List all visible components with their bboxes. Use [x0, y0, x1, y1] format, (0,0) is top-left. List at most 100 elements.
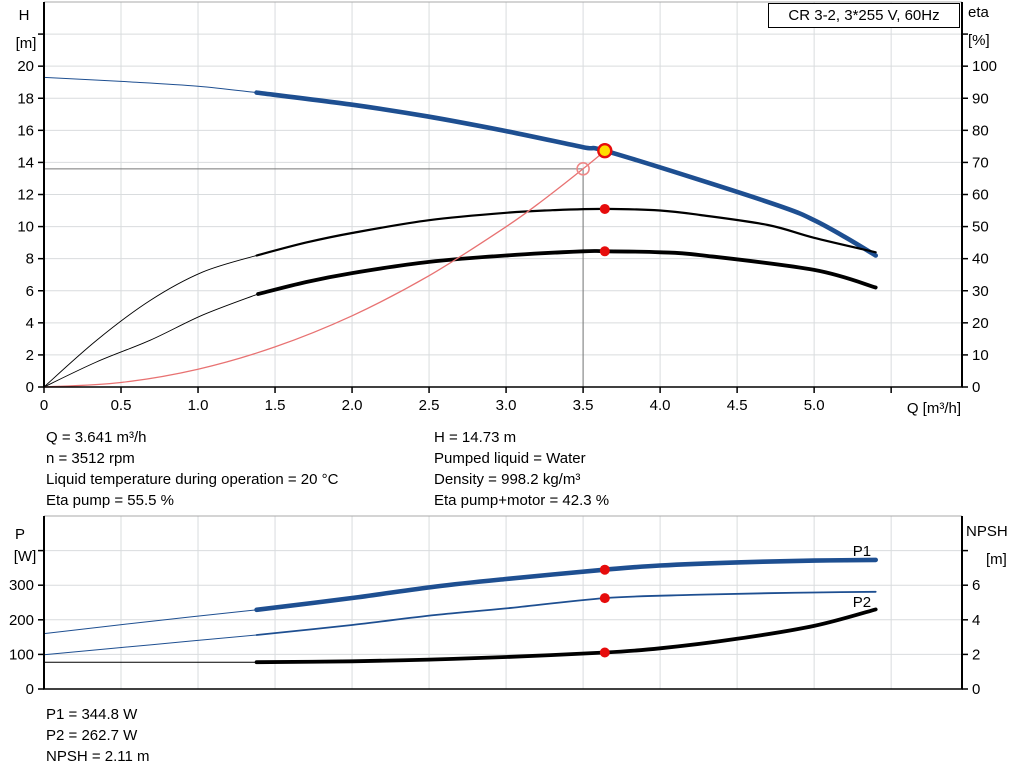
npsh-curve-main — [254, 607, 878, 665]
result-p2: P2 = 262.7 W — [46, 727, 138, 744]
eta-pump-motor-curve — [43, 249, 878, 388]
duty-results-right: H = 14.73 m Pumped liquid = Water Densit… — [434, 427, 609, 511]
right-tick-label: 0 — [972, 379, 980, 396]
p2-curve-thin — [43, 634, 258, 656]
result-eta-pump: Eta pump = 55.5 % — [46, 492, 174, 509]
x-tick-label: 4.0 — [650, 397, 671, 414]
x-tick-label: 5.0 — [804, 397, 825, 414]
result-liquid-temperature: Liquid temperature during operation = 20… — [46, 471, 339, 488]
x-tick-label: 3.5 — [573, 397, 594, 414]
result-p1: P1 = 344.8 W — [46, 706, 138, 723]
npsh-curve — [43, 607, 878, 665]
duty-results-left: Q = 3.641 m³/h n = 3512 rpm Liquid tempe… — [46, 427, 338, 511]
eta-pump-curve — [43, 207, 877, 388]
left-tick-label: 2 — [26, 347, 34, 364]
requested-duty-marker — [576, 162, 590, 176]
axis-titles: H [m] eta [%] Q [m³/h] — [16, 4, 990, 417]
result-eta-pump-motor: Eta pump+motor = 42.3 % — [434, 492, 610, 509]
result-density: Density = 998.2 kg/m³ — [434, 471, 581, 488]
pump-model-label: CR 3-2, 3*255 V, 60Hz — [788, 7, 940, 24]
result-npsh: NPSH = 2.11 m — [46, 748, 150, 765]
left-tick-label: 10 — [17, 219, 34, 236]
p2-series-label: P2 — [853, 594, 871, 611]
left-tick-label: 6 — [26, 283, 34, 300]
head-curve-thin — [43, 76, 258, 94]
right-tick-label: 0 — [972, 681, 980, 698]
right-tick-label: 50 — [972, 219, 989, 236]
right-axis-label: NPSH — [966, 523, 1008, 540]
x-axis-label: Q [m³/h] — [907, 400, 961, 417]
left-tick-label: 18 — [17, 90, 34, 107]
right-tick-label: 6 — [972, 577, 980, 594]
head-curve-main — [254, 90, 878, 258]
eta-pump-curve-main — [255, 207, 877, 257]
right-tick-label: 30 — [972, 283, 989, 300]
left-tick-label: 200 — [9, 612, 34, 629]
p1-series-label: P1 — [853, 543, 871, 560]
x-tick-label: 3.0 — [496, 397, 517, 414]
right-tick-label: 60 — [972, 187, 989, 204]
right-axis-unit: [m] — [986, 551, 1007, 568]
power-npsh-chart: P1 P2 0 100 200 300 0 2 4 6 P [W] NPSH [m] — [9, 515, 1008, 698]
axes-ticks: 0 2 4 6 8 10 12 14 16 18 20 0 10 20 30 40 50 60 70 80 90 100 0… — [17, 33, 997, 414]
x-tick-label: 2.0 — [342, 397, 363, 414]
axes-ticks: 0 100 200 300 0 2 4 6 — [9, 549, 980, 698]
left-tick-label: 20 — [17, 58, 34, 75]
left-tick-label: 100 — [9, 646, 34, 663]
p1-curve-thin — [43, 609, 258, 635]
right-tick-label: 100 — [972, 58, 997, 75]
eta-pump-curve-thin — [43, 255, 258, 388]
qh-eta-chart: 0 2 4 6 8 10 12 14 16 18 20 0 10 20 30 40 50 60 70 80 90 100 0… — [16, 1, 997, 417]
x-tick-label: 2.5 — [419, 397, 440, 414]
result-pumped-liquid: Pumped liquid = Water — [434, 450, 586, 467]
grid — [44, 516, 962, 689]
right-tick-label: 10 — [972, 347, 989, 364]
left-axis-unit: [m] — [16, 35, 37, 52]
right-tick-label: 20 — [972, 315, 989, 332]
right-tick-label: 40 — [972, 251, 989, 268]
operating-point-dot — [599, 564, 610, 575]
left-tick-label: 4 — [26, 315, 34, 332]
operating-point-dot — [599, 246, 610, 257]
left-tick-label: 0 — [26, 379, 34, 396]
duty-point-marker — [597, 143, 613, 159]
head-curve — [43, 76, 878, 258]
power-results: P1 = 344.8 W P2 = 262.7 W NPSH = 2.11 m — [46, 704, 150, 767]
x-tick-label: 4.5 — [727, 397, 748, 414]
system-curve — [43, 150, 606, 388]
p2-curve-main — [255, 590, 877, 636]
left-tick-label: 0 — [26, 681, 34, 698]
right-tick-label: 90 — [972, 90, 989, 107]
left-tick-label: 16 — [17, 122, 34, 139]
right-axis-unit: [%] — [968, 32, 990, 49]
left-tick-label: 8 — [26, 251, 34, 268]
plot-border — [43, 515, 963, 690]
x-tick-label: 0.5 — [111, 397, 132, 414]
operating-point-dot — [599, 593, 610, 604]
left-axis-label: H — [19, 7, 30, 24]
x-tick-label: 1.0 — [188, 397, 209, 414]
axis-titles: P [W] NPSH [m] — [14, 523, 1008, 568]
result-speed: n = 3512 rpm — [46, 450, 135, 467]
right-tick-label: 2 — [972, 646, 980, 663]
pump-model-box: CR 3-2, 3*255 V, 60Hz — [768, 3, 960, 28]
right-axis-label: eta — [968, 4, 990, 21]
p2-curve — [43, 590, 877, 656]
duty-crosshair — [44, 168, 584, 387]
left-axis-label: P — [15, 526, 25, 543]
left-tick-label: 14 — [17, 154, 34, 171]
grid — [44, 2, 962, 387]
left-tick-label: 300 — [9, 577, 34, 594]
eta-pump-motor-curve-main — [256, 249, 878, 296]
right-tick-label: 4 — [972, 612, 980, 629]
x-tick-label: 0 — [40, 397, 48, 414]
right-tick-label: 70 — [972, 154, 989, 171]
result-flow: Q = 3.641 m³/h — [46, 429, 147, 446]
p1-curve — [43, 557, 878, 635]
left-tick-label: 12 — [17, 187, 34, 204]
result-head: H = 14.73 m — [434, 429, 517, 446]
right-tick-label: 80 — [972, 122, 989, 139]
left-axis-unit: [W] — [14, 548, 37, 565]
